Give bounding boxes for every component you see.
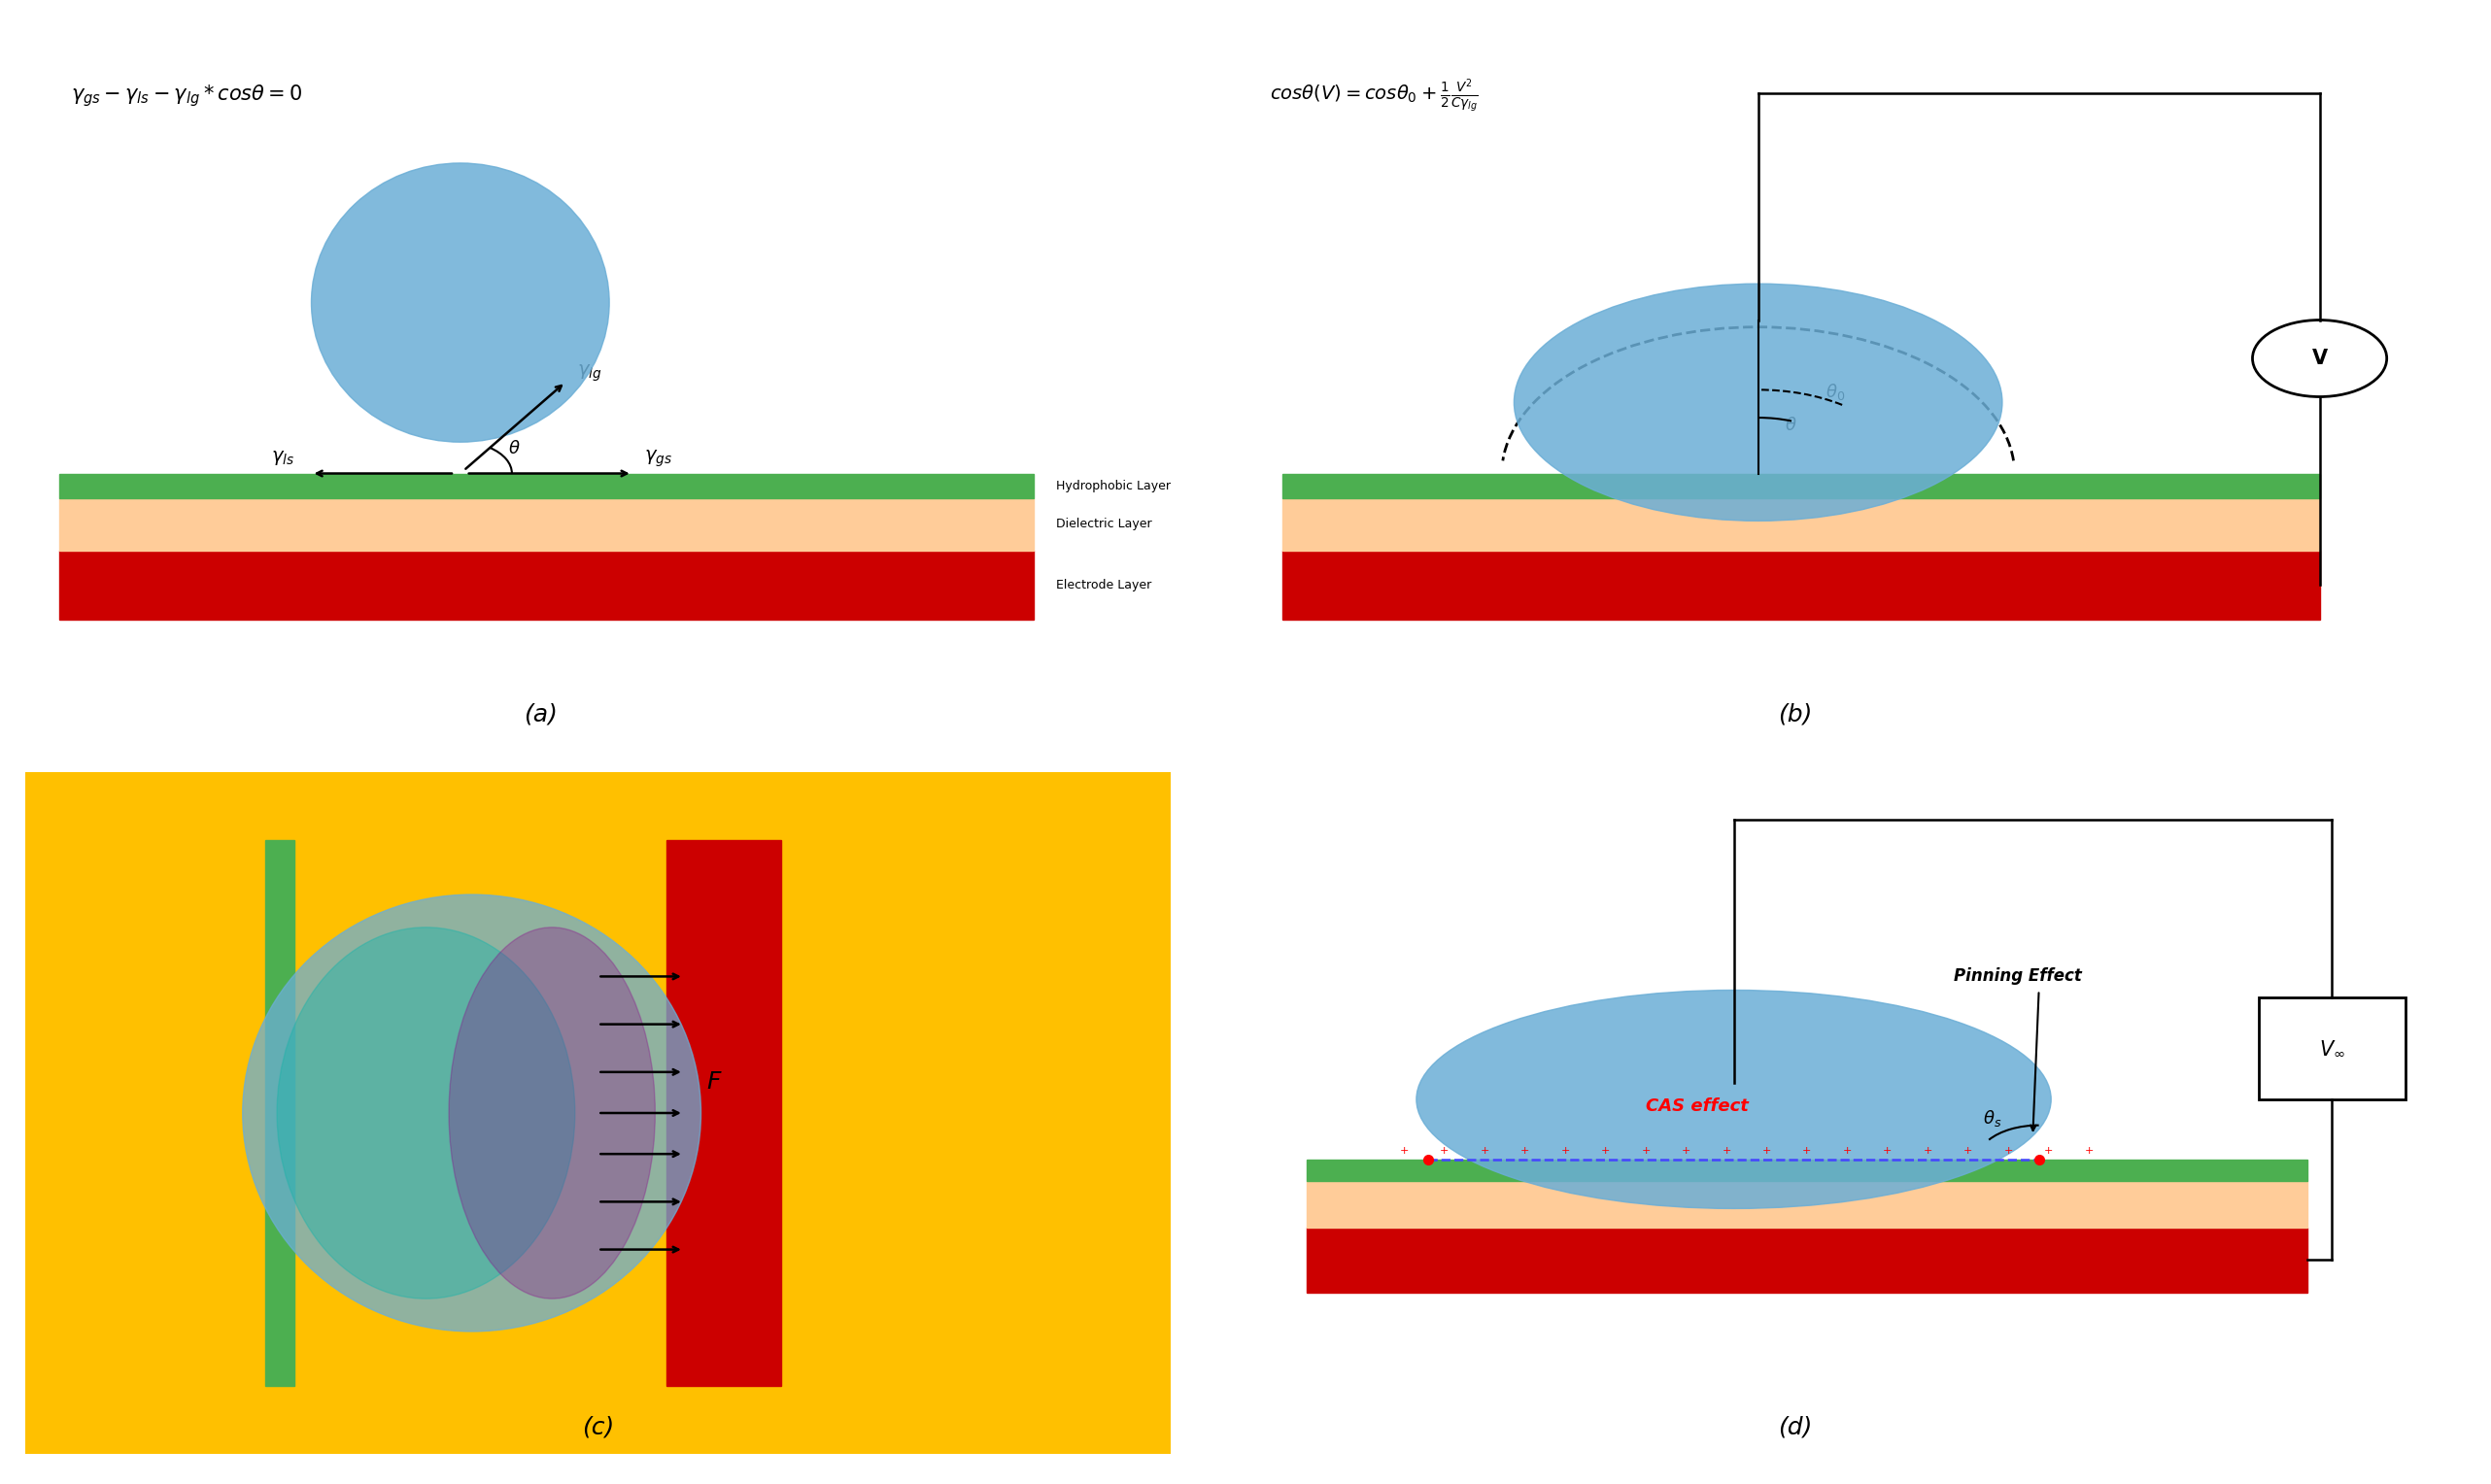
- Text: Hydrophobic Layer: Hydrophobic Layer: [1056, 479, 1171, 493]
- Ellipse shape: [1417, 990, 2050, 1208]
- Bar: [60, 473, 1034, 497]
- Text: +: +: [1440, 1146, 1450, 1156]
- Bar: [1283, 499, 2319, 551]
- Text: +: +: [1843, 1146, 1851, 1156]
- Text: Pinning Effect: Pinning Effect: [1953, 968, 2082, 985]
- Text: (a): (a): [523, 702, 558, 726]
- Text: +: +: [1480, 1146, 1490, 1156]
- Ellipse shape: [311, 163, 610, 442]
- Text: $\gamma_{lg}$: $\gamma_{lg}$: [578, 362, 603, 383]
- Text: +: +: [2003, 1146, 2013, 1156]
- Text: +: +: [1400, 1146, 1410, 1156]
- Text: CAS effect: CAS effect: [1647, 1098, 1749, 1114]
- Bar: [1305, 1181, 2307, 1227]
- Ellipse shape: [242, 895, 700, 1331]
- Text: +: +: [1803, 1146, 1811, 1156]
- Ellipse shape: [448, 928, 655, 1298]
- Text: $\theta_0$: $\theta_0$: [1826, 381, 1846, 402]
- Text: +: +: [1883, 1146, 1893, 1156]
- Text: $\theta$: $\theta$: [1786, 417, 1799, 435]
- Text: +: +: [2085, 1146, 2092, 1156]
- Bar: [1305, 1159, 2307, 1181]
- Text: $F$: $F$: [707, 1070, 722, 1094]
- Bar: [1283, 473, 2319, 497]
- Text: $\theta$: $\theta$: [508, 441, 521, 459]
- Bar: [60, 551, 1034, 620]
- Bar: [267, 840, 294, 1386]
- Text: $cos\theta(V) = cos\theta_0 + \frac{1}{2}\frac{V^2}{C\gamma_{lg}}$: $cos\theta(V) = cos\theta_0 + \frac{1}{2…: [1270, 77, 1480, 116]
- Ellipse shape: [1515, 283, 2003, 521]
- Text: $\mathbf{V}$: $\mathbf{V}$: [2312, 349, 2329, 368]
- Bar: [1305, 1227, 2307, 1293]
- Ellipse shape: [277, 928, 575, 1298]
- Text: +: +: [1642, 1146, 1652, 1156]
- Text: $\gamma_{ls}$: $\gamma_{ls}$: [272, 448, 294, 467]
- Text: $\gamma_{gs}$: $\gamma_{gs}$: [643, 448, 673, 469]
- Text: Electrode Layer: Electrode Layer: [1056, 579, 1151, 592]
- Bar: [60, 499, 1034, 551]
- Text: +: +: [1963, 1146, 1973, 1156]
- Bar: [2259, 997, 2406, 1100]
- Text: +: +: [1923, 1146, 1933, 1156]
- Text: $\gamma_{gs} - \gamma_{ls} - \gamma_{lg} * cos\theta = 0$: $\gamma_{gs} - \gamma_{ls} - \gamma_{lg}…: [70, 83, 301, 108]
- Text: Dielectric Layer: Dielectric Layer: [1056, 518, 1151, 530]
- Bar: [668, 840, 782, 1386]
- Text: +: +: [1520, 1146, 1529, 1156]
- Text: +: +: [2045, 1146, 2053, 1156]
- Text: +: +: [1602, 1146, 1609, 1156]
- Text: (b): (b): [1779, 702, 1811, 726]
- Bar: [1283, 551, 2319, 620]
- Text: +: +: [1721, 1146, 1731, 1156]
- Text: (d): (d): [1779, 1416, 1811, 1438]
- Text: (c): (c): [583, 1416, 613, 1438]
- Text: +: +: [1761, 1146, 1771, 1156]
- Text: $V_\infty$: $V_\infty$: [2319, 1039, 2344, 1058]
- Text: +: +: [1562, 1146, 1569, 1156]
- Text: $\theta_s$: $\theta_s$: [1983, 1109, 2003, 1129]
- Text: +: +: [1681, 1146, 1691, 1156]
